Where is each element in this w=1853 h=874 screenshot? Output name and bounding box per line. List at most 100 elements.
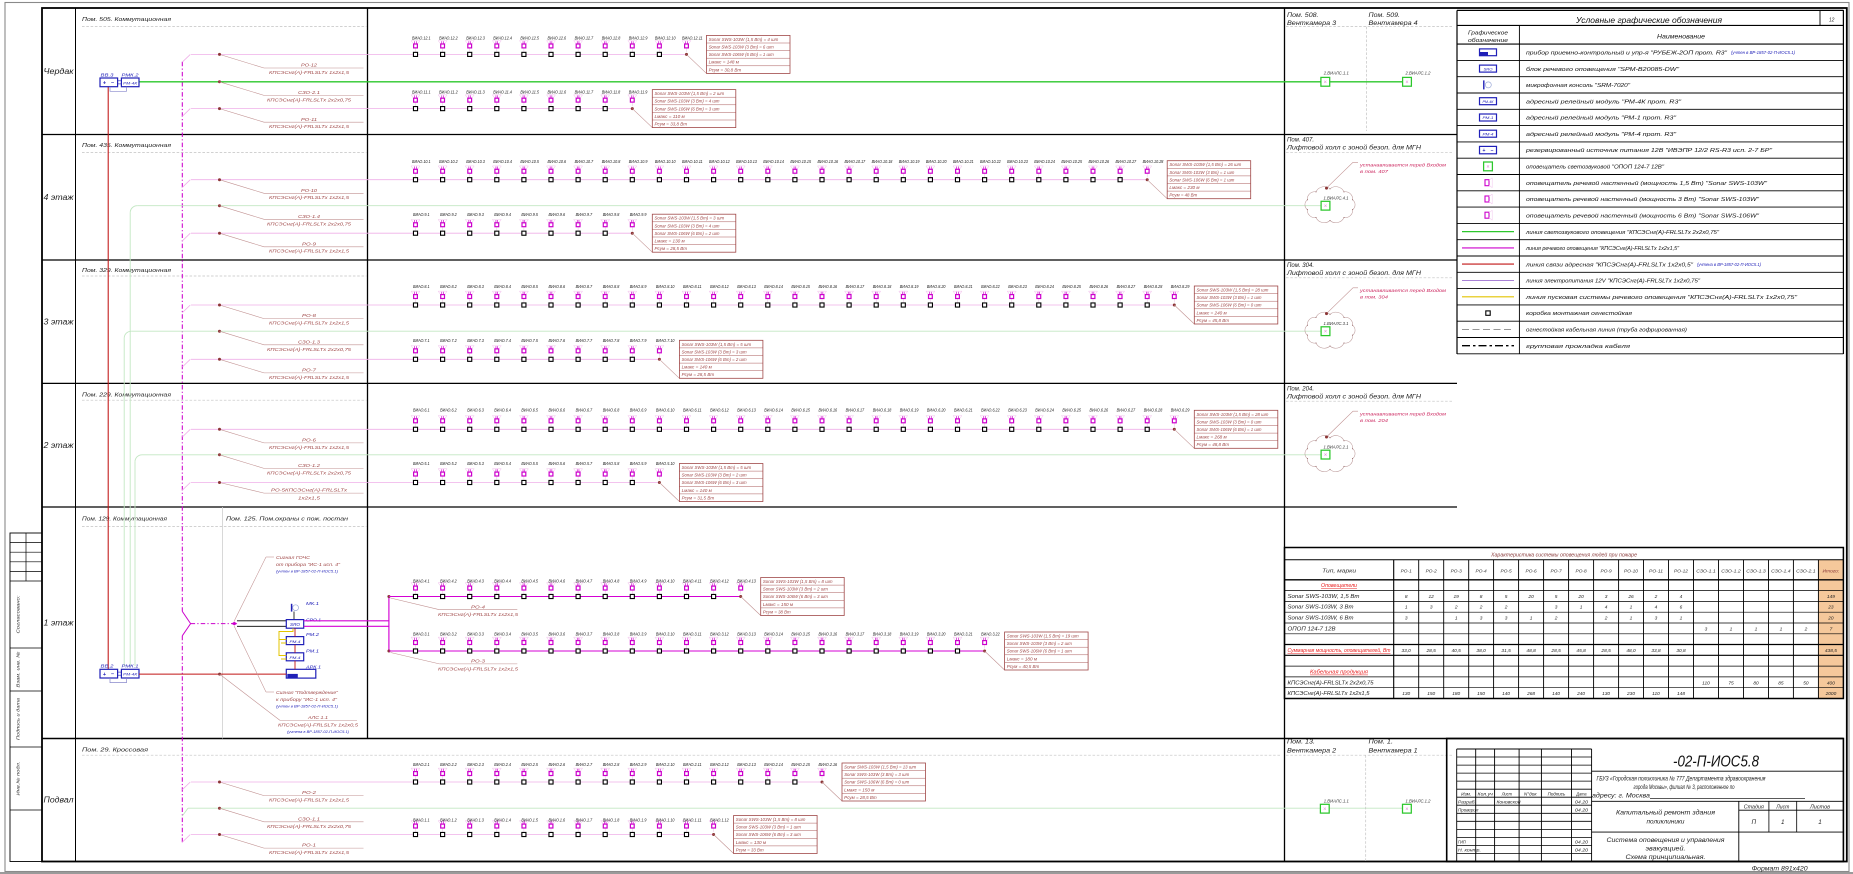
svg-text:Sonar SWS-103W (1,5 Вт) = 19 ш: Sonar SWS-103W (1,5 Вт) = 19 шт (1007, 634, 1079, 639)
svg-text:ВИАО.12.6: ВИАО.12.6 (548, 35, 567, 40)
svg-text:ВИАО.7.7: ВИАО.7.7 (576, 338, 593, 343)
svg-text:линия пусковая системы речевог: линия пусковая системы речевого оповещен… (1525, 295, 1798, 301)
svg-text:ВИАО.4.13: ВИАО.4.13 (737, 579, 756, 584)
svg-text:3: 3 (1555, 605, 1558, 611)
svg-text:ВИАО.11.5: ВИАО.11.5 (520, 90, 539, 95)
svg-text:Разраб.: Разраб. (1458, 800, 1476, 806)
svg-text:Sonar SWS-103W (3 Вт) = 1 шт: Sonar SWS-103W (3 Вт) = 1 шт (1197, 295, 1262, 300)
svg-text:Sonar SWS-106W (6 Вт) = 2 шт: Sonar SWS-106W (6 Вт) = 2 шт (682, 357, 747, 362)
svg-text:Sonar SWS-106W (6 Вт) = 3 шт: Sonar SWS-106W (6 Вт) = 3 шт (655, 106, 720, 111)
svg-text:РО-7: РО-7 (1551, 569, 1562, 575)
svg-text:ВИАО.6.3: ВИАО.6.3 (467, 408, 484, 413)
svg-text:ВИАО.8.9: ВИАО.8.9 (630, 284, 647, 289)
svg-text:3: 3 (1430, 605, 1433, 611)
svg-text:ВИАО.5.8: ВИАО.5.8 (603, 461, 620, 466)
svg-text:Изм.: Изм. (1461, 791, 1471, 797)
svg-text:ВИАО.12.9: ВИАО.12.9 (629, 35, 648, 40)
svg-text:ВИАО.10.22: ВИАО.10.22 (980, 159, 1001, 164)
svg-text:Sonar SWS-103W (3 Вт) = 6 шт: Sonar SWS-103W (3 Вт) = 6 шт (709, 45, 774, 50)
svg-text:ВИАО.8.15: ВИАО.8.15 (791, 284, 810, 289)
svg-text:Sonar SWS-106W (6 Вт) = 2 шт: Sonar SWS-106W (6 Вт) = 2 шт (655, 231, 720, 236)
svg-text:ВИАО.9.1: ВИАО.9.1 (413, 212, 430, 217)
svg-text:ВИАО.1.6: ВИАО.1.6 (549, 818, 566, 823)
svg-text:устанавливается перед Входом: устанавливается перед Входом (1359, 411, 1447, 416)
svg-text:ВИАО.10.1: ВИАО.10.1 (412, 159, 431, 164)
svg-text:Пом. 1.: Пом. 1. (1369, 738, 1394, 745)
svg-text:ВИАО.5.9: ВИАО.5.9 (630, 461, 647, 466)
svg-text:РМК.1: РМК.1 (122, 664, 139, 670)
svg-text:ВИАО.9.5: ВИАО.9.5 (521, 212, 538, 217)
svg-text:ВИАО.11.6: ВИАО.11.6 (548, 90, 567, 95)
svg-text:ВИАО.8.7: ВИАО.8.7 (576, 284, 593, 289)
svg-text:ВИАО.10.20: ВИАО.10.20 (926, 159, 947, 164)
svg-text:ВИАО.5.3: ВИАО.5.3 (467, 461, 484, 466)
svg-text:города Москвы», филиал № 3, ра: города Москвы», филиал № 3, расположенно… (1634, 784, 1735, 791)
svg-text:Sonar SWS-103W (1,5 Вт) = 28 ш: Sonar SWS-103W (1,5 Вт) = 28 шт (1197, 412, 1269, 417)
svg-text:Пом. 304.: Пом. 304. (1287, 262, 1314, 269)
svg-text:(учтен в ВР-1857-02-П-ИОС5.1): (учтен в ВР-1857-02-П-ИОС5.1) (276, 569, 339, 574)
svg-text:ВИАО.4.3: ВИАО.4.3 (467, 579, 484, 584)
svg-text:Sonar SWS-103W (3 Вт) = 2 шт: Sonar SWS-103W (3 Вт) = 2 шт (1007, 641, 1072, 646)
svg-text:ВИАО.6.18: ВИАО.6.18 (873, 408, 892, 413)
svg-text:Pсум = 30,8 Вт: Pсум = 30,8 Вт (709, 67, 742, 72)
svg-text:1: 1 (1818, 819, 1822, 826)
svg-text:Sonar SWS-103W (1,5 Вт) = 8 шт: Sonar SWS-103W (1,5 Вт) = 8 шт (736, 817, 806, 822)
svg-text:4 этаж: 4 этаж (44, 193, 75, 202)
svg-text:линия речевого оповещения "КПС: линия речевого оповещения "КПСЭСнг(А)-FR… (1525, 246, 1680, 252)
svg-text:ВИАО.5.2: ВИАО.5.2 (440, 461, 457, 466)
svg-text:к прибору "ИС-1 исп. 4": к прибору "ИС-1 исп. 4" (276, 697, 337, 703)
svg-text:2: 2 (1804, 626, 1808, 632)
svg-text:ВИАО.4.8: ВИАО.4.8 (603, 579, 620, 584)
svg-text:ВИАО.3.8: ВИАО.3.8 (603, 631, 620, 636)
svg-text:ВИАО.4.1: ВИАО.4.1 (413, 579, 430, 584)
svg-text:адресный релейный модуль "РМ-4: адресный релейный модуль "РМ-4 прот. R3" (1526, 131, 1677, 138)
svg-text:ВИАО.10.28: ВИАО.10.28 (1143, 159, 1164, 164)
svg-text:2: 2 (1554, 616, 1558, 622)
svg-text:28,5: 28,5 (1600, 648, 1611, 654)
svg-text:33,0: 33,0 (1402, 648, 1412, 654)
svg-text:ВИАО.1.4: ВИАО.1.4 (494, 818, 511, 823)
svg-text:Кол.уч: Кол.уч (1478, 791, 1494, 797)
svg-text:31,5: 31,5 (1501, 648, 1511, 654)
svg-text:Sonar SWS-103W (3 Вт) = 0 шт: Sonar SWS-103W (3 Вт) = 0 шт (1197, 419, 1262, 424)
svg-text:Sonar SWS-103W, 1,5 Вт: Sonar SWS-103W, 1,5 Вт (1288, 594, 1361, 600)
svg-text:Сигнал ГОЧС: Сигнал ГОЧС (276, 555, 311, 561)
svg-text:130: 130 (1402, 691, 1410, 697)
svg-text:РМ-1: РМ-1 (1483, 116, 1494, 120)
svg-text:230: 230 (1626, 691, 1635, 697)
svg-text:Sonar SWS-103W, 3 Вт: Sonar SWS-103W, 3 Вт (1288, 605, 1355, 611)
svg-text:ВИАО.8.5: ВИАО.8.5 (521, 284, 538, 289)
svg-text:Система оповещения и управлени: Система оповещения и управления (1607, 837, 1726, 844)
svg-text:ВИАО.3.18: ВИАО.3.18 (873, 631, 892, 636)
svg-text:Лифтовой холл с зоной безоп. д: Лифтовой холл с зоной безоп. для МГН (1286, 145, 1422, 152)
svg-text:4: 4 (1605, 605, 1608, 611)
svg-text:Pсум = 48,8 Вт: Pсум = 48,8 Вт (1197, 442, 1230, 447)
svg-text:7: 7 (1830, 626, 1833, 632)
svg-text:Пом. 125. Пом.охраны с пож. по: Пом. 125. Пом.охраны с пож. постан (226, 517, 349, 523)
svg-text:(учтен в ВР-1857-02-П-ИОС5.1): (учтен в ВР-1857-02-П-ИОС5.1) (1731, 50, 1796, 55)
svg-text:ВИАО.8.1: ВИАО.8.1 (413, 284, 430, 289)
svg-text:ВИАО.9.9: ВИАО.9.9 (630, 212, 647, 217)
svg-text:Pсум = 38 Вт: Pсум = 38 Вт (763, 609, 791, 614)
svg-text:СЗО-1.3: СЗО-1.3 (1746, 569, 1766, 575)
svg-text:Проверил: Проверил (1458, 808, 1479, 814)
svg-text:ВИАО.10.9: ВИАО.10.9 (629, 159, 648, 164)
svg-text:1: 1 (1730, 626, 1733, 632)
svg-text:КПСЭСнг(А)-FRLSLTx 2x2x0,75: КПСЭСнг(А)-FRLSLTx 2x2x0,75 (267, 222, 351, 228)
svg-text:прибор приемно-контрольный и у: прибор приемно-контрольный и упр-я "РУБЕ… (1526, 50, 1728, 57)
svg-text:Sonar SWS-103W (3 Вт) = 2 шт: Sonar SWS-103W (3 Вт) = 2 шт (682, 473, 747, 478)
svg-text:ВИАО.11.8: ВИАО.11.8 (602, 90, 621, 95)
svg-text:1: 1 (1780, 626, 1783, 632)
svg-text:Sonar SWS-106W (6 Вт) = 3 шт: Sonar SWS-106W (6 Вт) = 3 шт (763, 594, 828, 599)
svg-text:3: 3 (1505, 616, 1508, 622)
svg-text:Н. контр.: Н. контр. (1458, 848, 1481, 854)
svg-text:110: 110 (1652, 691, 1660, 697)
svg-text:ВИАО.4.12: ВИАО.4.12 (710, 579, 729, 584)
svg-text:ВИАО.8.12: ВИАО.8.12 (710, 284, 729, 289)
svg-text:ВИАО.8.10: ВИАО.8.10 (656, 284, 675, 289)
svg-text:ГБУЗ «Городская поликлиника №: ГБУЗ «Городская поликлиника № 777 Департ… (1597, 776, 1767, 783)
svg-text:Подвал: Подвал (44, 796, 75, 805)
svg-text:180: 180 (1452, 691, 1460, 697)
svg-text:ВИАО.3.11: ВИАО.3.11 (683, 631, 702, 636)
svg-text:ВИАО.6.5: ВИАО.6.5 (521, 408, 538, 413)
